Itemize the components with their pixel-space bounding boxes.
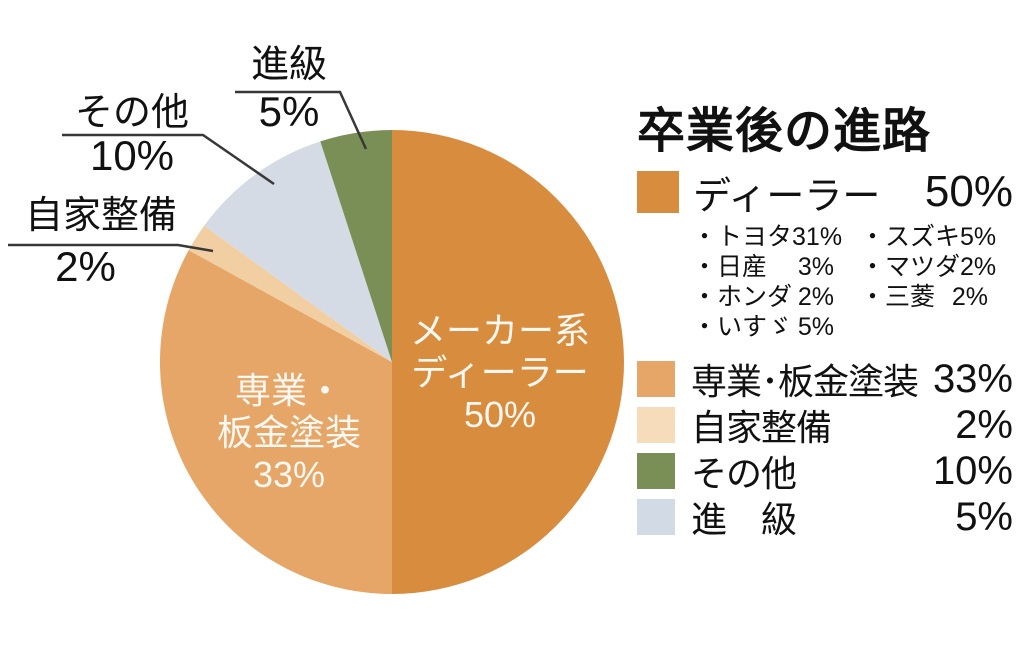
breakdown-item: ・日産 3% [692,252,834,282]
breakdown-item: ・スズキ 5% [860,222,996,252]
breakdown-maker: ・トヨタ [692,223,793,251]
legend-swatch-jika [637,407,675,443]
pie-slice-sonota [204,141,392,362]
legend-row-jika: 自家整備 2% [637,402,1013,448]
breakdown-pct: 2% [797,283,834,311]
legend-label-shinkyu: 進 級 [691,499,797,540]
breakdown-maker: ・いすゞ [692,313,793,341]
callout-value-jika: 2% [55,243,116,290]
dealer-breakdown-col2: ・スズキ 5% ・マツダ 2% ・三菱 2% [860,222,996,342]
dealer-breakdown: ・トヨタ 31% ・日産 3% ・ホンダ 2% ・いすゞ 5% ・ス [692,222,1013,342]
legend-swatch-senmon [637,361,675,397]
breakdown-item: ・いすゞ 5% [692,312,834,342]
legend-swatch-sonota [637,453,675,489]
breakdown-pct: 5% [960,223,997,251]
legend-label-senmon: 専業･板金塗装 [691,361,919,402]
callout-label-shinkyu: 進級 [250,44,327,86]
breakdown-item: ・三菱 2% [860,282,988,312]
legend-value-sonota: 10% [932,448,1013,493]
breakdown-maker: ・日産 [692,253,768,281]
pie-slice-label-dealer: メーカー系 ディーラー 50% [409,310,590,435]
legend-row-sonota: その他 10% [637,448,1013,494]
breakdown-maker: ・マツダ [860,253,961,281]
callout-value-sonota: 10% [89,132,175,179]
legend-value-shinkyu: 5% [955,494,1013,539]
breakdown-pct: 2% [951,283,988,311]
pie-slices-group [159,130,624,594]
legend-label-dealer: ディーラー [693,175,881,218]
leader-line-shinkyu [235,90,368,150]
leader-line-jika [8,243,214,253]
breakdown-maker: ・ホンダ [692,283,793,311]
pie-slice-label-senmon: 専業・ 板金塗装 33% [216,370,361,495]
legend-row-senmon: 専業･板金塗装 33% [637,356,1013,402]
legend-value-senmon: 33% [932,356,1013,401]
legend-swatch-dealer [637,171,679,213]
breakdown-item: ・マツダ 2% [860,252,996,282]
legend-row-shinkyu: 進 級 5% [637,494,1013,540]
dealer-breakdown-col1: ・トヨタ 31% ・日産 3% ・ホンダ 2% ・いすゞ 5% [692,222,842,342]
legend-swatch-shinkyu [637,499,675,535]
breakdown-pct: 2% [960,253,997,281]
breakdown-item: ・トヨタ 31% [692,222,842,252]
callout-value-shinkyu: 5% [258,88,320,135]
legend-value-jika: 2% [955,402,1013,447]
breakdown-maker: ・三菱 [860,283,936,311]
pie-slice-dealer [392,130,624,594]
breakdown-item: ・ホンダ 2% [692,282,834,312]
callout-label-jika: 自家整備 [24,195,177,237]
breakdown-pct: 5% [797,313,834,341]
pie-slice-shinkyu [320,130,392,362]
legend-row-dealer: ディーラー 50% [637,167,1013,218]
legend-label-sonota: その他 [691,453,797,494]
breakdown-pct: 31% [792,223,843,251]
breakdown-pct: 3% [797,253,834,281]
pie-slice-jika [188,225,392,362]
legend: 卒業後の進路 ディーラー 50% ・トヨタ 31% ・日産 3% ・ホンダ 2% [637,106,1013,540]
legend-rows: 専業･板金塗装 33% 自家整備 2% その他 10% 進 級 5% [637,356,1013,540]
callout-label-sonota: その他 [74,92,189,134]
legend-title: 卒業後の進路 [637,105,932,158]
legend-label-jika: 自家整備 [691,407,832,448]
legend-value-dealer: 50% [924,167,1013,216]
breakdown-maker: ・スズキ [860,223,961,251]
leader-line-sonota [62,133,275,186]
pie-slice-senmon [159,250,392,594]
